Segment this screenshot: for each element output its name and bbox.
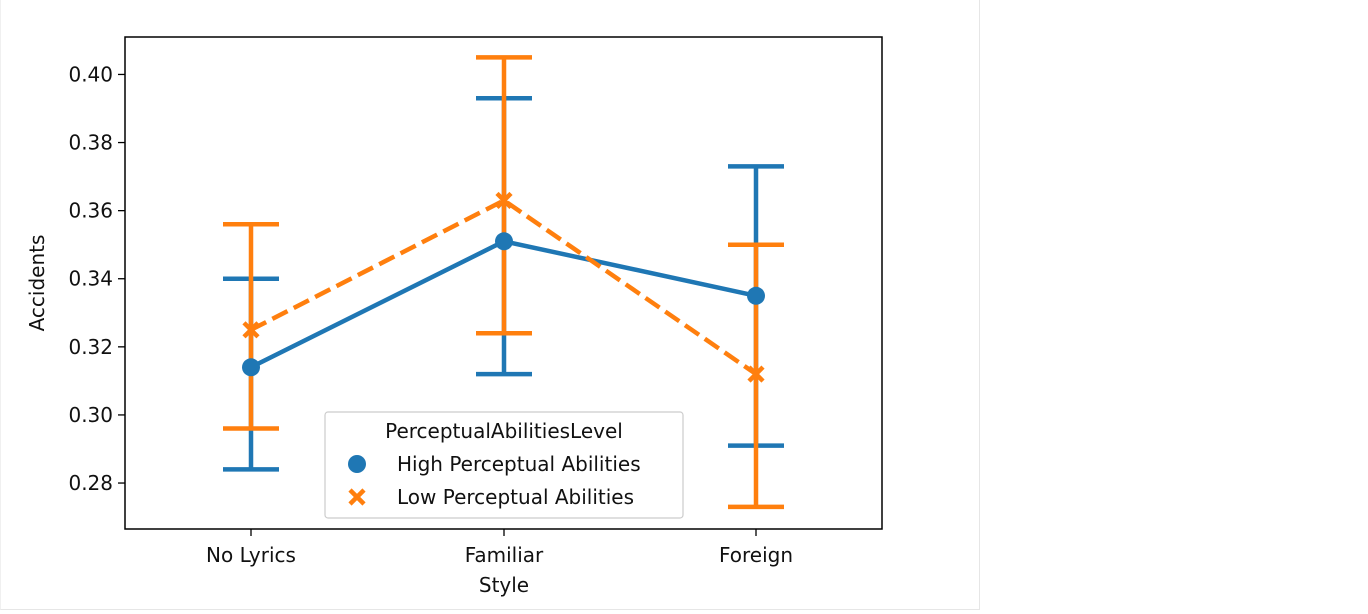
series-line [249, 198, 758, 376]
x-axis-ticks: No Lyrics Familiar Foreign [206, 529, 793, 567]
y-tick-label: 0.32 [68, 335, 113, 359]
data-point [747, 365, 765, 383]
data-point [242, 358, 260, 377]
legend: PerceptualAbilitiesLevel High Perceptual… [324, 411, 684, 519]
legend-label: Low Perceptual Abilities [397, 485, 634, 509]
legend-label: High Perceptual Abilities [397, 452, 641, 476]
y-tick-label: 0.36 [68, 199, 113, 223]
x-tick-label: Foreign [719, 543, 793, 567]
x-axis-label: Style [479, 573, 529, 597]
data-point [242, 321, 260, 339]
legend-title: PerceptualAbilitiesLevel [385, 419, 623, 443]
y-tick-label: 0.40 [68, 62, 113, 86]
y-axis-label: Accidents [25, 235, 49, 332]
legend-box [324, 411, 684, 519]
legend-marker-high [348, 455, 366, 473]
data-point [495, 191, 513, 210]
data-point [495, 232, 513, 251]
y-tick-label: 0.28 [68, 471, 113, 495]
legend-marker-low [348, 488, 366, 506]
y-axis-ticks: 0.28 0.30 0.32 0.34 0.36 0.38 0.40 [68, 62, 125, 495]
y-tick-label: 0.38 [68, 131, 113, 155]
x-tick-label: No Lyrics [206, 543, 296, 567]
figure-frame [0, 0, 980, 610]
y-tick-label: 0.34 [68, 267, 113, 291]
x-tick-label: Familiar [465, 543, 544, 567]
series-markers [242, 191, 765, 383]
y-tick-label: 0.30 [68, 403, 113, 427]
data-point [747, 286, 765, 305]
